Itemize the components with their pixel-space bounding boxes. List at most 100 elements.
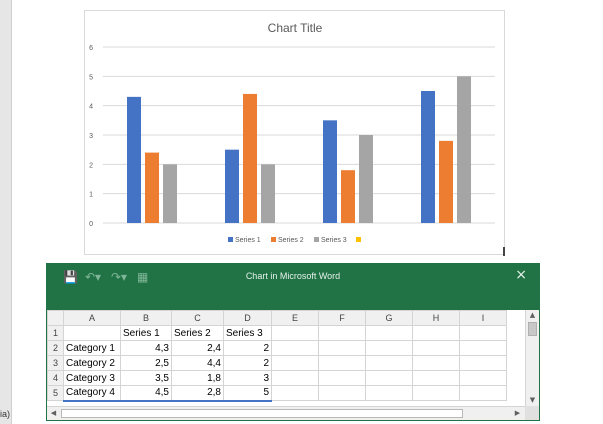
- cell[interactable]: [318, 385, 366, 401]
- row-header[interactable]: 4: [47, 370, 64, 386]
- cell[interactable]: 3: [223, 370, 272, 386]
- bar-series-1: [421, 91, 435, 223]
- cell[interactable]: Category 1: [63, 340, 121, 356]
- column-header-d[interactable]: D: [223, 310, 272, 326]
- cell[interactable]: 2,4: [171, 340, 224, 356]
- vertical-scrollbar[interactable]: ▲ ▼: [525, 310, 539, 406]
- cell[interactable]: [459, 370, 507, 386]
- redo-icon[interactable]: ↷▾: [111, 270, 128, 284]
- column-header-a[interactable]: A: [63, 310, 121, 326]
- y-tick-label: 3: [89, 133, 93, 140]
- row-header[interactable]: 5: [47, 385, 64, 401]
- cell[interactable]: [412, 355, 460, 371]
- scroll-up-icon[interactable]: ▲: [529, 311, 536, 319]
- bar-series-2: [145, 152, 159, 223]
- cell[interactable]: 5: [223, 385, 272, 402]
- column-header-c[interactable]: C: [171, 310, 224, 326]
- cell[interactable]: [412, 370, 460, 386]
- chart-object[interactable]: Chart Title 0 1 2 3 4 5 6 Series 1 Series 2 Series…: [84, 10, 505, 255]
- bar-series-1: [323, 120, 337, 223]
- bar-series-2: [341, 170, 355, 223]
- cell[interactable]: 3,5: [120, 370, 172, 386]
- column-header-b[interactable]: B: [120, 310, 172, 326]
- cell[interactable]: Series 3: [223, 325, 272, 341]
- cell[interactable]: [365, 385, 413, 401]
- table-row: 4 Category 3 3,5 1,8 3: [47, 370, 507, 386]
- scroll-corner: [525, 406, 539, 420]
- cell[interactable]: [459, 385, 507, 401]
- cell[interactable]: [318, 340, 366, 356]
- cell[interactable]: [412, 385, 460, 401]
- legend-label: Series 2: [278, 237, 304, 244]
- scroll-down-icon[interactable]: ▼: [529, 396, 536, 404]
- cell[interactable]: 4,3: [120, 340, 172, 356]
- bar-series-3: [261, 164, 275, 223]
- selection-handle[interactable]: [503, 247, 505, 256]
- cell[interactable]: [63, 325, 121, 341]
- chart-svg: Chart Title 0 1 2 3 4 5 6 Series 1 Series 2 Series…: [89, 21, 495, 244]
- bar-series-1: [127, 96, 141, 223]
- cell[interactable]: [459, 325, 507, 341]
- cell[interactable]: [412, 325, 460, 341]
- bar-series-2: [243, 93, 257, 223]
- undo-icon[interactable]: ↶▾: [85, 270, 102, 284]
- cell[interactable]: [271, 385, 319, 401]
- row-header[interactable]: 2: [47, 340, 64, 356]
- row-header[interactable]: 1: [47, 325, 64, 341]
- cell[interactable]: 1,8: [171, 370, 224, 386]
- cell[interactable]: 2,8: [171, 385, 224, 402]
- y-tick-label: 5: [89, 74, 93, 81]
- cell[interactable]: [318, 355, 366, 371]
- bar-series-3: [457, 76, 471, 223]
- cell[interactable]: [271, 340, 319, 356]
- cell[interactable]: [318, 370, 366, 386]
- row-header[interactable]: 3: [47, 355, 64, 371]
- vertical-scroll-thumb[interactable]: [528, 322, 537, 336]
- cell[interactable]: 2: [223, 340, 272, 356]
- cell[interactable]: [271, 325, 319, 341]
- cell[interactable]: Category 3: [63, 370, 121, 386]
- cell[interactable]: [318, 325, 366, 341]
- cell[interactable]: Category 2: [63, 355, 121, 371]
- cell[interactable]: [459, 340, 507, 356]
- cell[interactable]: [271, 370, 319, 386]
- table-row: 5 Category 4 4,5 2,8 5: [47, 385, 507, 402]
- cell[interactable]: [365, 325, 413, 341]
- save-icon[interactable]: 💾: [63, 270, 78, 284]
- cell[interactable]: 4,4: [171, 355, 224, 371]
- cell[interactable]: 2: [223, 355, 272, 371]
- cell[interactable]: [459, 355, 507, 371]
- close-icon[interactable]: ×: [515, 267, 527, 283]
- cell[interactable]: Series 1: [120, 325, 172, 341]
- cell[interactable]: [365, 370, 413, 386]
- scroll-right-icon[interactable]: ▶: [514, 409, 521, 417]
- legend-label: Series 3: [321, 237, 347, 244]
- column-header-g[interactable]: G: [365, 310, 413, 326]
- cell[interactable]: [365, 355, 413, 371]
- scroll-left-icon[interactable]: ◀: [50, 409, 57, 417]
- edit-data-icon[interactable]: ▦: [137, 270, 149, 284]
- cell[interactable]: Category 4: [63, 385, 121, 402]
- legend-swatch: [228, 237, 233, 242]
- table-row: 1 Series 1 Series 2 Series 3: [47, 325, 507, 341]
- cell[interactable]: [365, 340, 413, 356]
- column-header-e[interactable]: E: [271, 310, 319, 326]
- column-header-h[interactable]: H: [412, 310, 460, 326]
- cell[interactable]: [271, 355, 319, 371]
- y-tick-label: 0: [89, 221, 93, 228]
- horizontal-scroll-thumb[interactable]: [61, 409, 463, 418]
- table-row: 3 Category 2 2,5 4,4 2: [47, 355, 507, 371]
- cell[interactable]: Series 2: [171, 325, 224, 341]
- y-tick-label: 1: [89, 192, 93, 199]
- bar-series-3: [359, 135, 373, 223]
- cell[interactable]: 4,5: [120, 385, 172, 402]
- select-all-corner[interactable]: [47, 310, 64, 326]
- column-header-f[interactable]: F: [318, 310, 366, 326]
- horizontal-scrollbar[interactable]: ◀ ▶: [47, 406, 525, 420]
- cell[interactable]: 2,5: [120, 355, 172, 371]
- column-header-i[interactable]: I: [459, 310, 507, 326]
- cell[interactable]: [412, 340, 460, 356]
